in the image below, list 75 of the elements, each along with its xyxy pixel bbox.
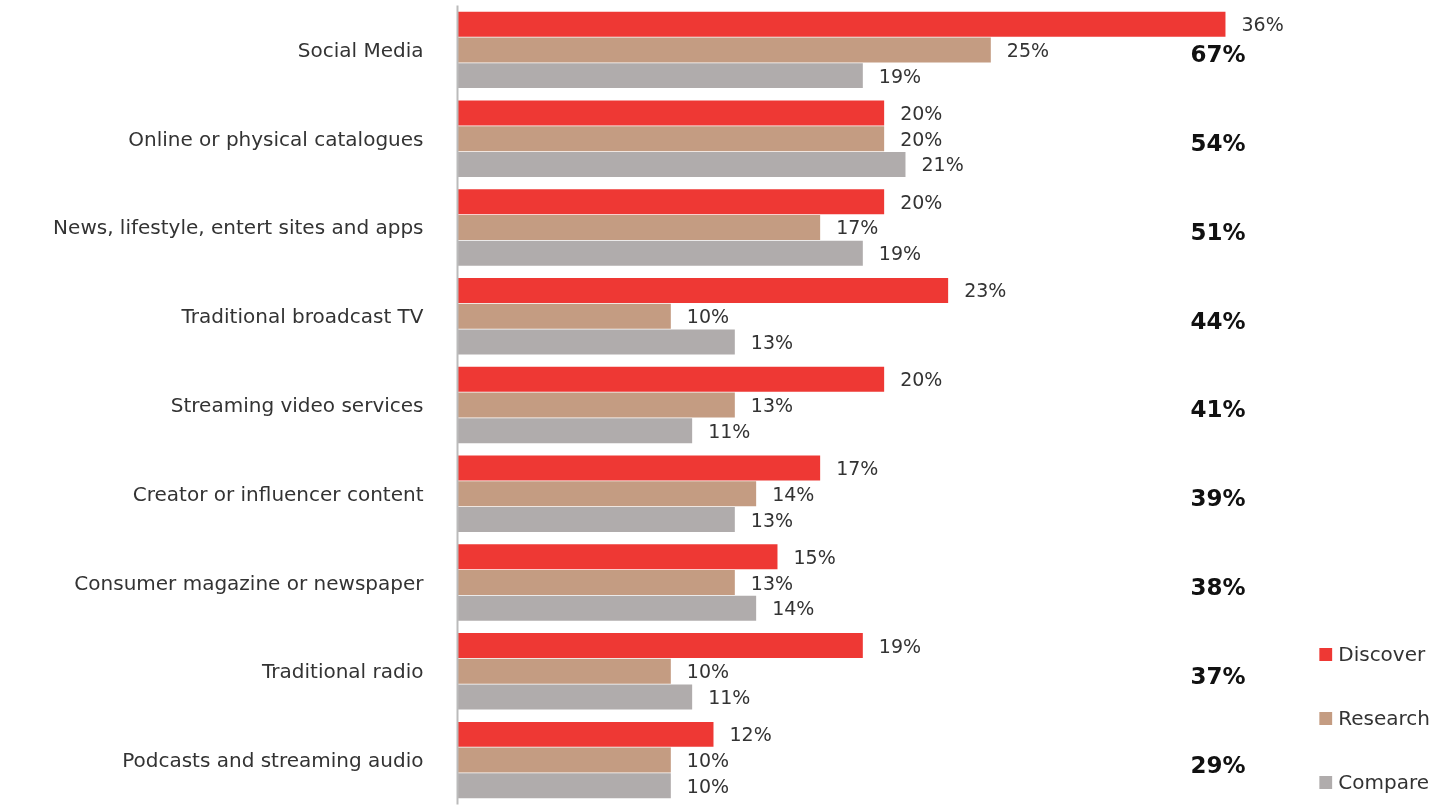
bar [457,507,735,533]
bar [457,658,671,684]
bar [457,11,1226,37]
bar [457,481,757,507]
data-label: 10% [686,774,730,797]
y-tick-label: Podcasts and streaming audio [122,748,424,773]
annotation: 41% [1190,396,1246,423]
bar [457,189,885,215]
bar [457,214,821,240]
data-label: 13% [750,330,794,353]
data-label: 21% [921,153,964,176]
data-label: 10% [686,305,730,328]
bar [457,151,906,177]
bar [457,37,991,63]
legend-label: Research [1338,706,1430,730]
bar [457,303,671,329]
data-label: 19% [878,242,922,265]
y-tick-label: Social Media [297,37,424,62]
bar [457,100,885,126]
data-label: 15% [793,545,836,568]
data-label: 19% [878,64,922,87]
annotation: 38% [1190,573,1246,600]
bar [457,455,821,481]
data-label: 17% [836,216,879,239]
annotation: 67% [1190,41,1246,68]
data-label: 14% [772,597,815,620]
data-label: 19% [878,634,922,657]
bar [457,392,735,418]
bar [457,277,949,303]
bar [457,570,735,596]
y-tick-label: Traditional broadcast TV [180,304,424,329]
legend-label: Compare [1338,770,1429,794]
data-label: 10% [686,749,730,772]
annotation: 44% [1190,307,1246,334]
annotation: 29% [1190,751,1246,778]
data-label: 10% [686,660,730,683]
data-label: 20% [900,127,943,150]
data-label: 13% [750,394,794,416]
data-label: 17% [836,457,879,480]
y-tick-label: Creator or influencer content [132,481,424,506]
bar [457,773,671,799]
bar [457,595,757,621]
data-label: 11% [708,686,751,709]
data-label: 20% [900,101,943,124]
bar [457,684,693,710]
y-tick-label: Streaming video services [170,393,424,417]
annotation: 39% [1190,485,1246,512]
data-label: 13% [750,508,794,531]
bar [457,747,671,773]
bar [457,721,714,747]
annotation: 51% [1190,218,1246,245]
bar [457,329,735,355]
data-label: 20% [900,190,943,213]
bar [457,633,863,659]
bar [457,240,863,266]
data-label: 11% [708,419,751,442]
data-label: 12% [729,723,772,746]
y-tick-label: Traditional radio [261,659,424,684]
y-tick-label: Online or physical catalogues [128,126,424,151]
data-label: 20% [900,368,943,391]
bar [457,63,863,89]
annotation: 37% [1190,662,1246,689]
bar [457,126,885,152]
legend-label: Discover [1338,642,1426,666]
bar [457,544,778,570]
bar [457,418,693,444]
data-label: 13% [750,571,794,594]
y-tick-label: Consumer magazine or newspaper [74,570,425,595]
data-label: 36% [1241,13,1284,36]
annotation: 54% [1190,130,1246,157]
bar [457,366,885,392]
y-tick-label: News, lifestyle, entert sites and apps [53,215,424,240]
data-label: 25% [1006,38,1050,61]
data-label: 14% [772,482,815,505]
data-label: 23% [964,279,1007,302]
